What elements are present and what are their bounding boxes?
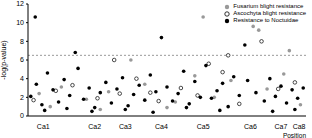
- svg-text:Ca8: Ca8: [293, 123, 304, 130]
- svg-text:Ca2: Ca2: [88, 123, 101, 130]
- svg-text:6: 6: [20, 56, 24, 63]
- svg-text:2: 2: [20, 94, 24, 101]
- html-text:Ascochyta blight resistance: Ascochyta blight resistance: [233, 10, 306, 16]
- svg-text:12: 12: [16, 0, 24, 7]
- svg-text:Position: Position: [283, 132, 304, 138]
- svg-text:Ca6: Ca6: [244, 123, 257, 130]
- svg-text:Ca5: Ca5: [197, 123, 210, 130]
- svg-text:Ca7: Ca7: [275, 123, 288, 130]
- svg-text:4: 4: [20, 75, 24, 82]
- svg-text:Ca1: Ca1: [37, 123, 50, 130]
- svg-text:10: 10: [16, 19, 24, 26]
- html-text:Resistance to Noctuidae: Resistance to Noctuidae: [233, 17, 299, 23]
- svg-text:Ca3: Ca3: [119, 123, 132, 130]
- html-text:Fusarium blight resistance: Fusarium blight resistance: [233, 3, 304, 9]
- svg-text:Ca4: Ca4: [155, 123, 168, 130]
- svg-text:0: 0: [20, 112, 24, 119]
- svg-text:-log(p-value): -log(p-value): [8, 40, 9, 79]
- svg-text:8: 8: [20, 38, 24, 45]
